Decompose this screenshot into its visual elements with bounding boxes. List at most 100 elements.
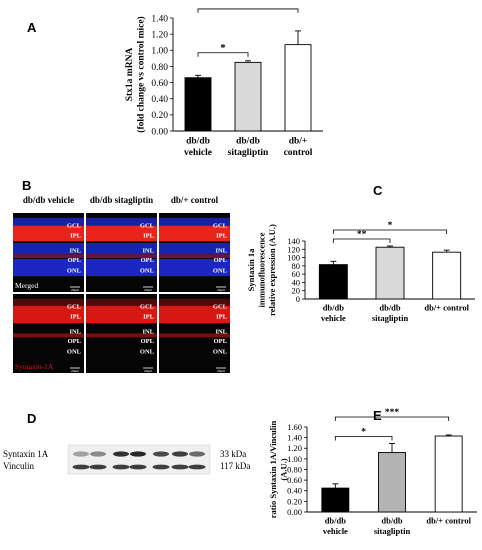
layer-label: INL [69,329,81,336]
panel-d-western-blot: Syntaxin 1A Vinculin 33 kDa 117 kDa [3,444,250,475]
significance-bracket [334,436,393,441]
significance-label: ** [357,230,367,240]
significance-label: * [245,5,250,10]
scale-bar-label: 20μm [71,288,79,292]
protein-label: Syntaxin 1A [3,449,49,459]
y-tick-label: 1.40 [151,14,168,24]
bar [234,61,262,132]
layer-label: INL [215,248,227,255]
layer-label: GCL [140,303,155,310]
y-tick-label: 0.80 [151,63,168,73]
x-tick-label: sitagliptin [372,313,409,323]
opl-band [159,333,230,338]
significance-bracket [197,52,249,57]
y-tick-label: 140 [287,236,300,246]
panel-letter-b: B [22,178,32,193]
gcl-band [13,298,84,306]
ipl-band [159,305,230,324]
scale-bar-label: 20μm [144,288,152,292]
syntaxin-band [90,451,106,457]
panel-b-retina-micrographs: db/db vehicle db/db sitagliptin db/+ contr… [13,195,230,373]
scale-bar-label: 20μm [144,369,152,373]
gcl-band [86,217,157,226]
y-tick-label: 20 [292,286,301,296]
x-tick-label: sitagliptin [374,526,411,536]
y-tick-label: 0.00 [151,127,168,137]
opl-band [86,333,157,338]
bar [434,435,463,513]
vinculin-band [89,464,107,470]
layer-label: IPL [216,233,228,240]
panel-letter-c: C [373,183,383,198]
column-header: db/+ control [171,195,219,205]
y-axis-label: Syntaxin 1a [246,248,256,291]
layer-label: GCL [140,222,155,229]
layer-label: IPL [70,233,82,240]
bar [318,264,348,300]
significance-label: * [220,43,225,54]
layer-label: INL [142,248,154,255]
layer-label: ONL [213,267,228,274]
y-tick-label: 100 [287,253,300,263]
opl-band [13,333,84,338]
y-axis-label: (fold change vs control mice) [136,16,147,132]
layer-label: OPL [214,338,228,345]
scale-bar-label: 20μm [71,369,79,373]
syntaxin-band [172,451,188,457]
y-tick-label: 1.40 [287,433,302,443]
y-tick-label: 0.60 [151,79,168,89]
y-tick-label: 0.20 [287,496,302,506]
layer-label: IPL [143,314,155,321]
layer-label: GCL [67,222,82,229]
layer-label: OPL [141,338,155,345]
column-header: db/db sitagliptin [90,195,153,205]
significance-bracket [332,229,448,234]
layer-label: INL [69,248,81,255]
blot-membrane [67,444,211,475]
inl-band [159,243,230,255]
x-tick-label: db/+ [289,137,308,147]
panel-letter-a: A [27,20,37,35]
y-axis-label: ratio Syntaxin 1A/Vinculin [268,421,278,519]
x-tick-label: control [284,148,313,158]
layer-label: IPL [143,233,155,240]
x-tick-label: db/+ control [426,516,471,526]
y-tick-label: 0.40 [151,95,168,105]
y-tick-label: 1.20 [151,30,168,40]
layer-label: ONL [67,267,82,274]
layer-label: OPL [68,257,82,264]
bar [321,487,350,513]
bar [432,251,462,300]
panel-letter-e: E [373,408,382,423]
scale-bar-label: 20μm [217,369,225,373]
onl-band [13,258,84,277]
syntaxin-band [153,451,169,457]
y-tick-label: 0.60 [287,475,302,485]
y-tick-label: 1.00 [287,454,302,464]
x-tick-label: db/db [379,303,401,313]
vinculin-band [72,464,90,470]
syntaxin-band [113,451,129,457]
y-tick-label: 1.00 [151,47,168,57]
x-tick-label: db/db [186,137,210,147]
y-axis-label: relative expression (A.U.) [267,224,277,316]
y-tick-label: 60 [292,269,301,279]
layer-label: GCL [67,303,82,310]
x-tick-label: vehicle [184,148,212,158]
protein-label: Vinculin [3,461,34,471]
ipl-band [13,305,84,324]
ipl-band [159,225,230,242]
layer-label: IPL [216,314,228,321]
layer-label: INL [142,329,154,336]
y-tick-label: 120 [287,244,300,254]
x-tick-label: db/db [325,516,347,526]
x-tick-label: db/db [236,137,260,147]
y-tick-label: 0 [296,294,300,304]
syntaxin-band [130,451,146,457]
x-tick-label: vehicle [323,526,348,536]
y-axis-label: Stx1a mRNA [125,48,135,102]
x-tick-label: db/db [323,303,345,313]
scale-bar-label: 20μm [217,288,225,292]
x-tick-label: sitagliptin [228,148,269,158]
